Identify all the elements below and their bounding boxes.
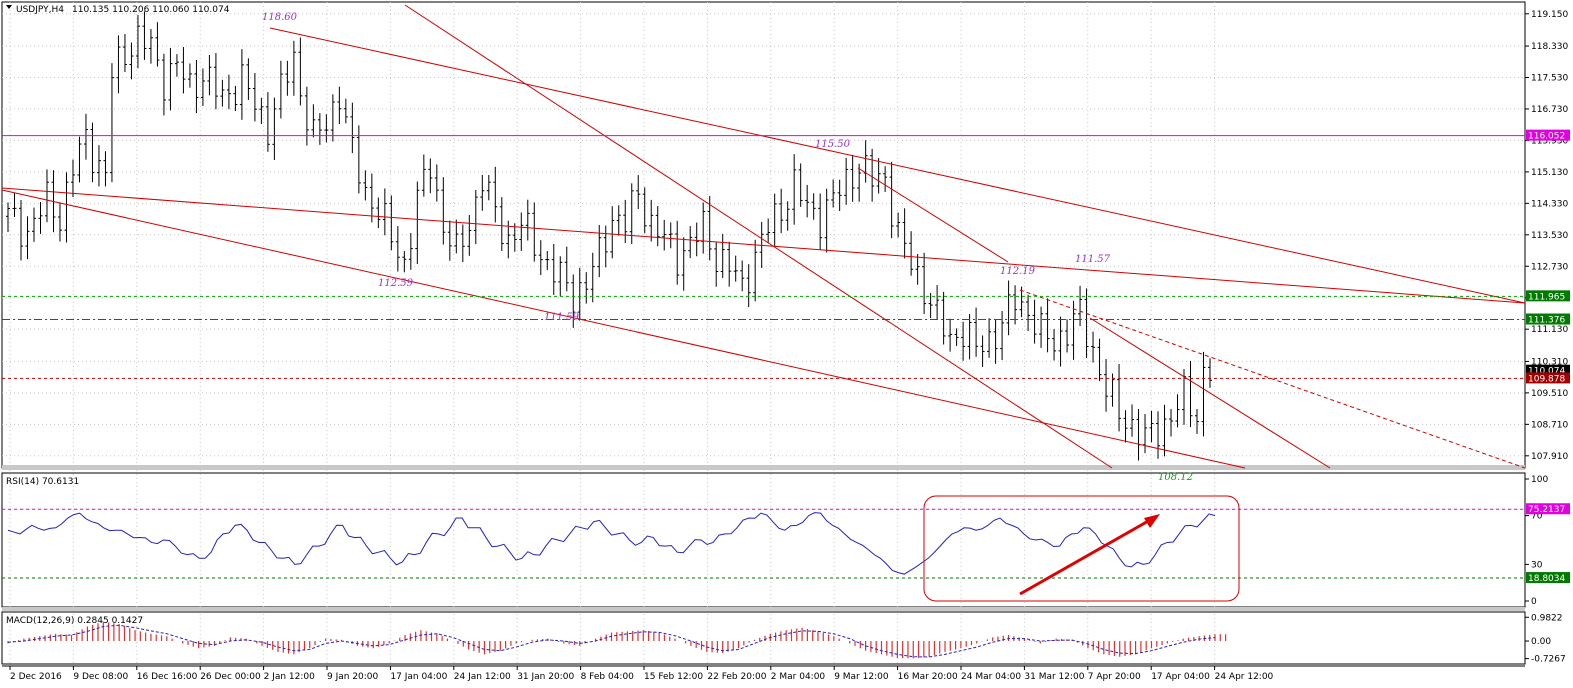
price-axis-label: 108.710: [1531, 420, 1568, 430]
rsi-title: RSI(14) 70.6131: [6, 477, 79, 487]
price-axis-label: 112.730: [1531, 262, 1568, 272]
price-axis-label: 107.910: [1531, 452, 1568, 462]
price-axis-label: 115.130: [1531, 168, 1568, 178]
price-axis-label: 109.510: [1531, 389, 1568, 399]
rsi-level-tag: [1526, 503, 1570, 515]
rsi-axis-label: 70: [1531, 512, 1543, 522]
divergence-arrow[interactable]: [1019, 518, 1151, 596]
rsi-level-label: 75.2137: [1528, 505, 1565, 515]
price-annotation: 112.59: [378, 278, 414, 289]
time-axis-label: 16 Mar 20:00: [898, 672, 958, 682]
price-axis-label: 118.330: [1531, 42, 1568, 52]
price-level-label: 111.965: [1528, 292, 1565, 302]
panel-macd: [1, 611, 1526, 665]
ohlc-values: 110.135 110.206 110.060 110.074: [72, 5, 230, 15]
collapse-triangle-icon[interactable]: [6, 5, 12, 9]
trendline[interactable]: [1, 189, 1246, 469]
trendline[interactable]: [857, 167, 1009, 263]
panel-main: [1, 1, 1526, 469]
time-axis-label: 2 Jan 12:00: [264, 672, 316, 682]
price-annotation: 111.57: [1075, 254, 1111, 265]
time-axis-label: 9 Mar 12:00: [834, 672, 889, 682]
macd-title: MACD(12,26,9) 0.2845 0.1427: [6, 616, 143, 626]
panel-rsi: [1, 472, 1526, 608]
time-axis-label: 16 Dec 16:00: [137, 672, 198, 682]
price-level-tag: [1526, 364, 1570, 376]
price-level-tag: [1526, 129, 1570, 141]
symbol-label: USDJPY,H4: [16, 5, 64, 15]
time-axis-label: 24 Apr 12:00: [1215, 672, 1274, 682]
trendline[interactable]: [404, 4, 1113, 469]
price-annotation: 118.60: [262, 12, 298, 23]
time-axis-label: 26 Dec 00:00: [200, 672, 261, 682]
rsi-axis-label: 100: [1531, 475, 1548, 485]
time-axis-label: 24 Jan 12:00: [454, 672, 511, 682]
panel-splitter[interactable]: [2, 465, 1525, 470]
time-axis-label: 24 Mar 04:00: [961, 672, 1021, 682]
time-axis-label: 31 Mar 12:00: [1024, 672, 1084, 682]
highlight-box[interactable]: [923, 495, 1240, 602]
price-axis-label: 113.530: [1531, 231, 1568, 241]
price-annotation: 115.50: [815, 139, 851, 150]
price-level-tag: [1526, 290, 1570, 302]
trendline[interactable]: [1089, 317, 1331, 469]
macd-axis-label: 0.00: [1531, 637, 1551, 647]
price-level-label: 116.052: [1528, 132, 1565, 142]
time-axis-label: 31 Jan 20:00: [517, 672, 574, 682]
macd-signal-line: [7, 624, 1216, 658]
rsi-axis-label: 30: [1531, 560, 1543, 570]
time-axis-label: 15 Feb 12:00: [644, 672, 703, 682]
time-axis-label: 9 Dec 08:00: [73, 672, 128, 682]
price-axis-label: 110.310: [1531, 357, 1568, 367]
arrow-head-icon: [1144, 514, 1160, 528]
time-axis-label: 2 Mar 04:00: [771, 672, 826, 682]
rsi-line: [7, 512, 1216, 575]
time-axis-label: 17 Jan 04:00: [390, 672, 447, 682]
price-level-label: 109.878: [1528, 374, 1565, 384]
price-level-tag: [1526, 313, 1570, 325]
time-axis-label: 8 Feb 04:00: [581, 672, 635, 682]
trendline[interactable]: [1, 187, 1526, 304]
panel-splitter[interactable]: [2, 607, 1525, 611]
trendline-dashed[interactable]: [1019, 289, 1526, 469]
price-level-tag: [1526, 372, 1570, 384]
price-annotation: 112.19: [1000, 266, 1036, 277]
price-axis-label: 119.150: [1531, 10, 1568, 20]
price-axis-label: 111.130: [1531, 325, 1568, 335]
price-axis-label: 117.530: [1531, 74, 1568, 84]
rsi-level-label: 18.8034: [1528, 574, 1565, 584]
time-axis-label: 9 Jan 20:00: [327, 672, 379, 682]
price-axis-label: 114.330: [1531, 199, 1568, 209]
time-axis-label: 22 Feb 20:00: [707, 672, 766, 682]
price-annotation: 111.59: [544, 312, 580, 323]
macd-axis-label: 0.9822: [1531, 613, 1563, 623]
price-axis-label: 115.930: [1531, 136, 1568, 146]
price-annotation: 108.12: [1158, 472, 1193, 483]
time-axis-label: 7 Apr 20:00: [1088, 672, 1141, 682]
time-axis-label: 2 Dec 2016: [10, 672, 62, 682]
time-axis-label: 17 Apr 04:00: [1151, 672, 1210, 682]
macd-axis-label: -0.7267: [1531, 655, 1566, 665]
price-level-label: 111.376: [1528, 316, 1565, 326]
rsi-axis-label: 0: [1531, 597, 1537, 607]
trendline[interactable]: [269, 27, 1526, 304]
price-axis-label: 116.730: [1531, 105, 1568, 115]
price-level-label: 110.074: [1528, 367, 1565, 377]
rsi-level-tag: [1526, 572, 1570, 584]
